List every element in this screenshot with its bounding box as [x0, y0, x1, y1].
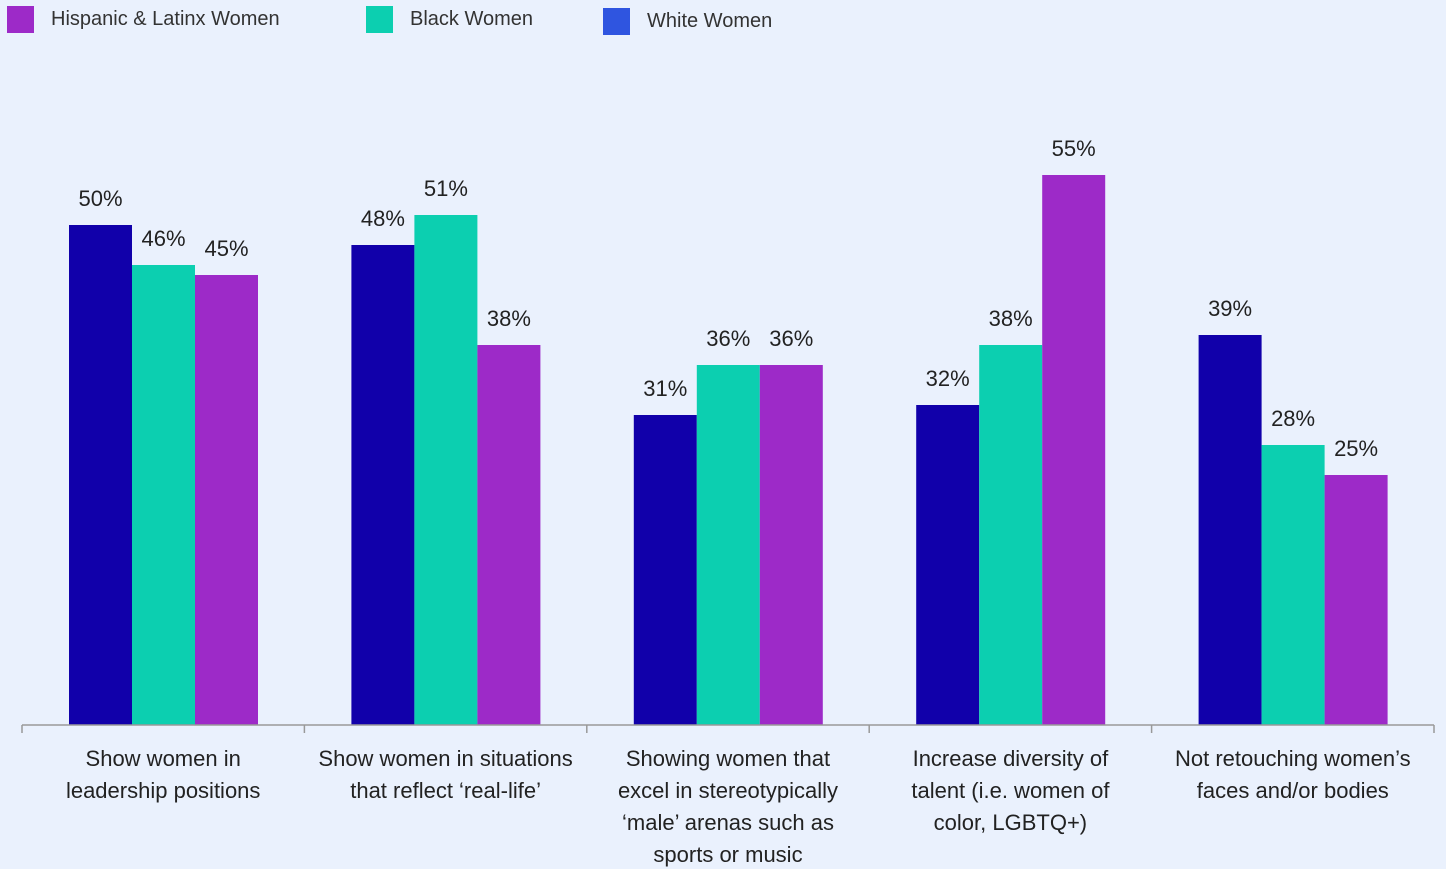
category-label-3-line-0: Increase diversity of: [913, 746, 1110, 771]
bar-white-women-2: [633, 415, 697, 725]
category-label-2-line-3: sports or music: [653, 842, 802, 867]
bar-hispanic-latinx-women-2: [759, 365, 823, 725]
value-label-hispanic-latinx-women-1: 38%: [487, 306, 531, 331]
legend-item-black: Black Women: [366, 6, 533, 33]
value-label-white-women-2: 31%: [643, 376, 687, 401]
value-label-white-women-4: 39%: [1208, 296, 1252, 321]
value-label-hispanic-latinx-women-3: 55%: [1052, 136, 1096, 161]
category-label-3-line-2: color, LGBTQ+): [934, 810, 1087, 835]
bar-hispanic-latinx-women-3: [1042, 175, 1106, 725]
bar-hispanic-latinx-women-4: [1324, 475, 1388, 725]
bar-white-women-1: [351, 245, 415, 725]
value-label-white-women-0: 50%: [78, 186, 122, 211]
value-label-black-women-4: 28%: [1271, 406, 1315, 431]
value-label-black-women-1: 51%: [424, 176, 468, 201]
value-label-white-women-1: 48%: [361, 206, 405, 231]
legend-swatch-black: [366, 6, 393, 33]
category-label-1-line-0: Show women in situations: [318, 746, 572, 771]
category-label-3-line-1: talent (i.e. women of: [911, 778, 1110, 803]
legend-item-hispanic-latinx: Hispanic & Latinx Women: [7, 6, 280, 33]
legend-swatch-white: [603, 8, 630, 35]
legend-item-white: White Women: [603, 8, 772, 35]
bar-black-women-4: [1261, 445, 1325, 725]
category-label-2-line-0: Showing women that: [626, 746, 830, 771]
value-label-hispanic-latinx-women-4: 25%: [1334, 436, 1378, 461]
category-label-4-line-1: faces and/or bodies: [1197, 778, 1389, 803]
bar-hispanic-latinx-women-0: [195, 275, 258, 725]
category-label-0-line-1: leadership positions: [66, 778, 260, 803]
value-label-black-women-0: 46%: [141, 226, 185, 251]
value-label-black-women-2: 36%: [706, 326, 750, 351]
value-label-hispanic-latinx-women-0: 45%: [204, 236, 248, 261]
legend: Hispanic & Latinx Women Black Women Whit…: [0, 0, 1446, 50]
bar-white-women-4: [1198, 335, 1262, 725]
bar-white-women-0: [69, 225, 132, 725]
category-label-0-line-0: Show women in: [86, 746, 241, 771]
bar-black-women-1: [414, 215, 478, 725]
bar-black-women-3: [979, 345, 1043, 725]
bar-white-women-3: [916, 405, 980, 725]
value-label-hispanic-latinx-women-2: 36%: [769, 326, 813, 351]
category-label-1-line-1: that reflect ‘real-life’: [350, 778, 541, 803]
category-label-2-line-2: ‘male’ arenas such as: [622, 810, 834, 835]
category-label-2-line-1: excel in stereotypically: [618, 778, 838, 803]
bar-black-women-0: [132, 265, 195, 725]
value-label-black-women-3: 38%: [989, 306, 1033, 331]
legend-label-black: Black Women: [410, 8, 534, 30]
legend-label-white: White Women: [647, 10, 773, 32]
legend-label-hispanic-latinx: Hispanic & Latinx Women: [51, 8, 280, 30]
value-label-white-women-3: 32%: [926, 366, 970, 391]
legend-swatch-hispanic-latinx: [7, 6, 34, 33]
category-label-4-line-0: Not retouching women’s: [1175, 746, 1411, 771]
bar-hispanic-latinx-women-1: [477, 345, 541, 725]
bar-black-women-2: [696, 365, 760, 725]
